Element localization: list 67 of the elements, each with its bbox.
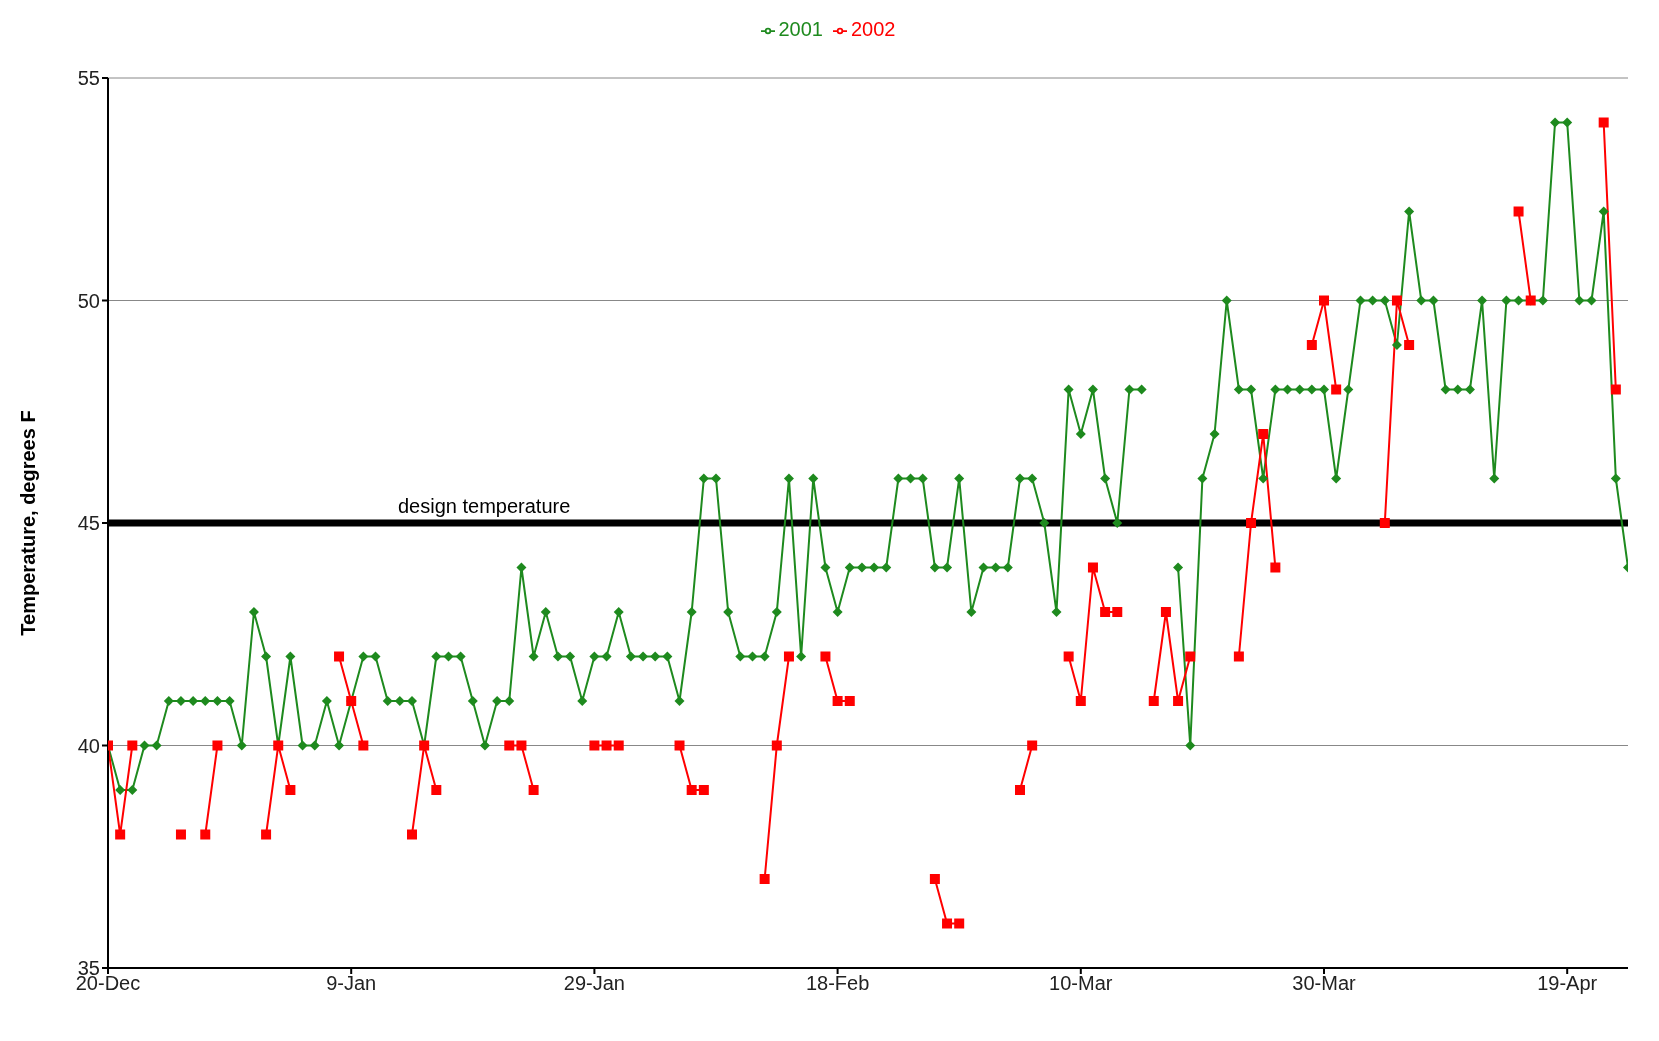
point: [334, 651, 345, 662]
point: [1270, 562, 1281, 573]
point: [127, 740, 138, 751]
point: [1306, 340, 1317, 350]
x-tick-label: 18-Feb: [805, 972, 870, 995]
point: [589, 740, 600, 751]
point: [771, 740, 782, 751]
y-tick-label: 50: [77, 289, 100, 312]
point: [1513, 206, 1524, 217]
point: [783, 651, 794, 662]
x-tick-label: 10-Mar: [1049, 972, 1113, 995]
point: [175, 829, 186, 840]
point: [1331, 384, 1342, 395]
point: [358, 740, 369, 751]
point: [516, 740, 527, 751]
x-tick-label: 29-Jan: [563, 972, 625, 995]
point: [674, 740, 685, 751]
point: [1173, 696, 1184, 706]
point: [1258, 429, 1269, 439]
point: [1100, 607, 1111, 617]
point: [929, 874, 940, 884]
point: [1598, 117, 1609, 128]
x-tick-label: 19-Apr: [1537, 972, 1598, 995]
point: [1233, 651, 1244, 662]
point: [1027, 740, 1038, 751]
point: [844, 696, 855, 706]
y-tick-label: 45: [77, 512, 100, 535]
point: [954, 918, 965, 929]
point: [1391, 295, 1402, 306]
y-tick-label: 55: [77, 67, 100, 90]
point: [407, 829, 417, 840]
point: [1246, 518, 1257, 528]
point: [285, 785, 296, 795]
point: [1087, 562, 1098, 573]
legend-label: 2001: [778, 18, 823, 40]
point: [1063, 651, 1074, 662]
point: [601, 740, 612, 751]
y-tick-label: 40: [77, 734, 100, 757]
point: [528, 785, 539, 795]
point: [431, 785, 442, 795]
point: [200, 829, 211, 840]
point: [759, 874, 770, 884]
point: [942, 918, 953, 929]
point: [1112, 607, 1123, 617]
legend-label: 2002: [851, 18, 896, 40]
point: [832, 696, 843, 706]
point: [1404, 340, 1415, 350]
point: [613, 740, 624, 751]
y-axis-title: Temperature, degrees F: [17, 410, 40, 636]
point: [698, 785, 709, 795]
point: [212, 740, 223, 751]
point: [1319, 295, 1329, 306]
x-tick-label: 30-Mar: [1292, 972, 1357, 995]
point: [1610, 384, 1621, 395]
ref-line-label: design temperature: [398, 495, 571, 517]
point: [115, 829, 126, 840]
point: [686, 785, 697, 795]
point: [261, 829, 272, 840]
point: [1075, 696, 1086, 706]
point: [1148, 696, 1159, 706]
point: [820, 651, 831, 662]
point: [1160, 607, 1171, 617]
point: [504, 740, 515, 751]
x-tick-label: 9-Jan: [326, 972, 377, 995]
point: [1015, 785, 1025, 795]
point: [1379, 518, 1390, 528]
point: [1185, 651, 1196, 662]
